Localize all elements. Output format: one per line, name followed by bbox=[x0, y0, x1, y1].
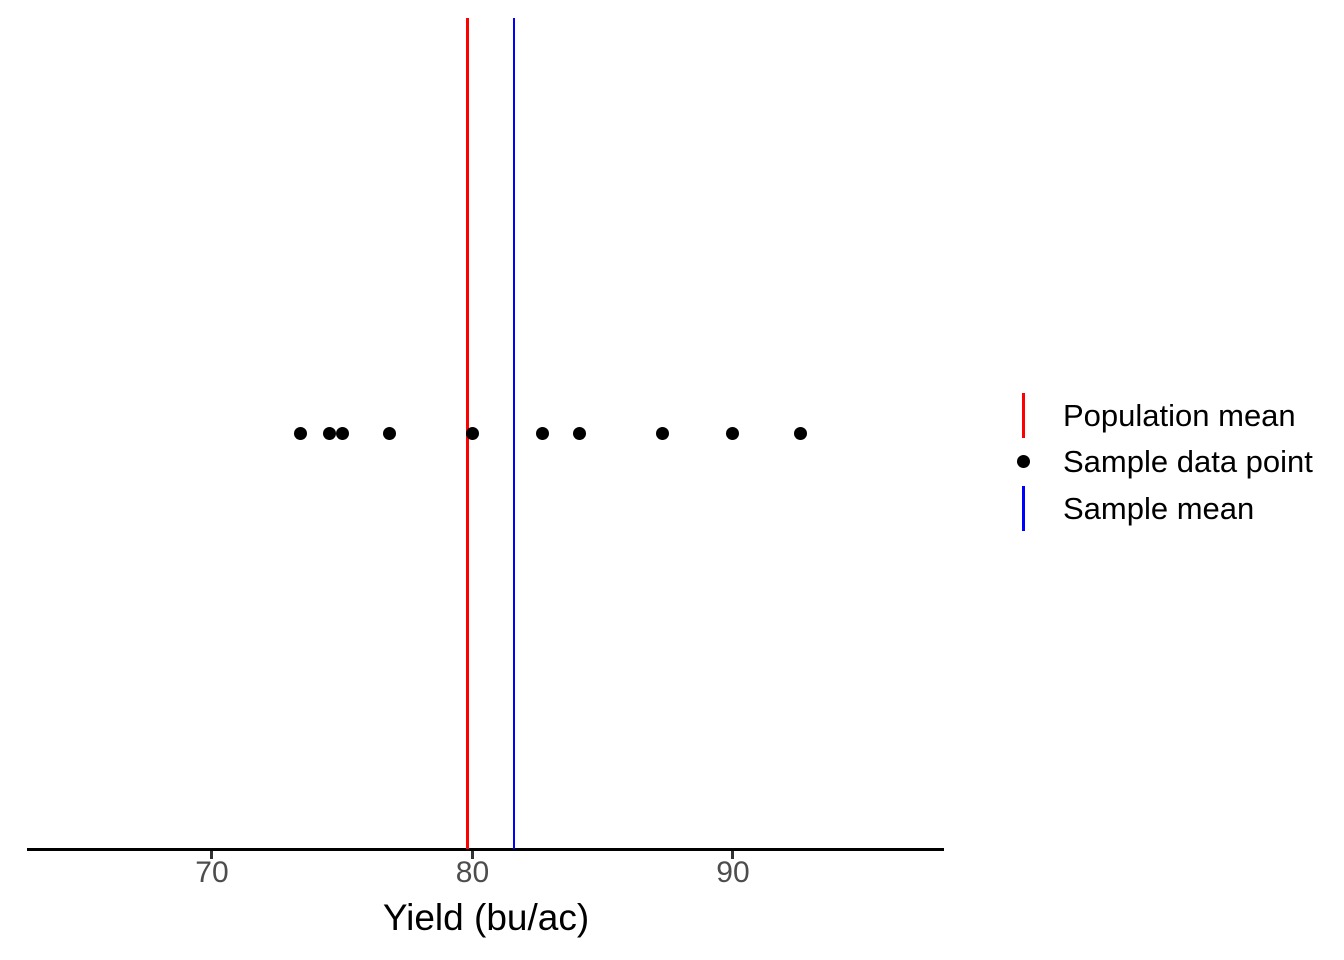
sample-data-point bbox=[382, 426, 396, 440]
sample-data-point-dot-icon bbox=[1017, 455, 1030, 469]
x-axis-title: Yield (bu/ac) bbox=[382, 897, 590, 938]
legend-key bbox=[1005, 392, 1042, 439]
legend-item-sample-data-point: Sample data point bbox=[1005, 439, 1313, 486]
x-axis-tick-label: 90 bbox=[716, 856, 750, 889]
sample-data-point bbox=[465, 426, 479, 440]
sample-data-point bbox=[656, 426, 670, 440]
sample-mean-line bbox=[512, 18, 516, 849]
sample-data-point bbox=[322, 426, 336, 440]
sample-data-point bbox=[335, 426, 349, 440]
sample-data-point bbox=[726, 426, 740, 440]
legend-item-sample-mean: Sample mean bbox=[1005, 485, 1313, 532]
legend-label-sample-mean: Sample mean bbox=[1063, 490, 1255, 526]
population-mean-line-icon bbox=[1022, 392, 1025, 438]
legend: Population mean Sample data point Sample… bbox=[1005, 392, 1313, 532]
x-axis-tick bbox=[470, 850, 474, 859]
legend-key bbox=[1005, 439, 1042, 486]
legend-label-sample-data-point: Sample data point bbox=[1063, 444, 1313, 480]
legend-label-population-mean: Population mean bbox=[1063, 397, 1296, 433]
x-axis-tick bbox=[210, 850, 214, 859]
x-axis-tick-label: 80 bbox=[455, 856, 490, 889]
x-axis-tick-label: 70 bbox=[195, 856, 229, 889]
x-axis-line bbox=[27, 847, 944, 851]
sample-data-point bbox=[572, 426, 586, 440]
sample-data-point bbox=[294, 426, 308, 440]
sample-data-point bbox=[794, 426, 808, 440]
legend-item-population-mean: Population mean bbox=[1005, 392, 1313, 439]
sample-data-point bbox=[536, 426, 550, 440]
x-axis-tick bbox=[731, 850, 735, 859]
sample-mean-line-icon bbox=[1022, 485, 1025, 531]
legend-key bbox=[1005, 485, 1042, 532]
